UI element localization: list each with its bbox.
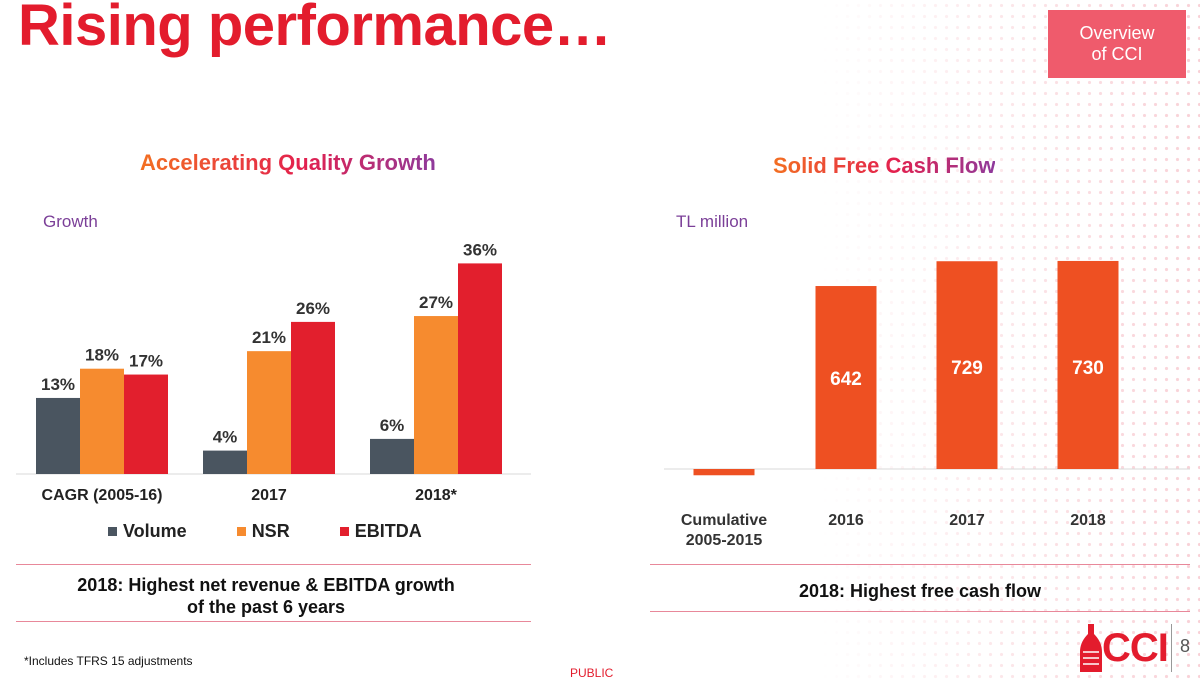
legend-swatch-volume (108, 527, 117, 536)
overview-section-badge[interactable]: Overview of CCI (1048, 10, 1186, 78)
growth-bar-nsr (247, 351, 291, 474)
fcf-category-label: 2016 (828, 512, 864, 529)
growth-bar-label: 6% (380, 416, 405, 435)
right-summary-top-divider (650, 564, 1190, 565)
footnote: *Includes TFRS 15 adjustments (24, 654, 193, 668)
legend-label-nsr: NSR (251, 521, 290, 541)
fcf-chart-title: Solid Free Cash Flow (773, 153, 996, 178)
left-summary-top-divider (16, 564, 531, 565)
fcf-bar (936, 261, 998, 469)
legend-label-volume: Volume (123, 521, 187, 541)
right-summary-bottom-divider (650, 611, 1190, 612)
fcf-summary: 2018: Highest free cash flow (798, 581, 1042, 601)
growth-chart-legend: Volume NSR EBITDA (108, 521, 422, 542)
overview-badge-line-1: Overview (1079, 23, 1155, 43)
growth-bar-nsr (80, 368, 124, 474)
legend-swatch-nsr (236, 527, 246, 536)
legend-label-ebitda: EBITDA (354, 521, 422, 541)
growth-bar-ebitda (458, 263, 502, 474)
growth-category-label: 2017 (251, 487, 287, 504)
legend-item-ebitda: EBITDA (339, 521, 422, 542)
page-number: 8 (1180, 636, 1191, 656)
growth-bar-label: 4% (213, 428, 238, 447)
growth-summary-line-2: of the past 6 years (186, 597, 346, 617)
growth-bar-label: 17% (129, 352, 163, 371)
fcf-bar (815, 286, 877, 469)
fcf-bar (1057, 260, 1119, 469)
growth-bar-label: 26% (296, 299, 330, 318)
fcf-category-label: 2017 (949, 512, 985, 529)
fcf-bar-label: 642 (830, 369, 862, 390)
fcf-category-label: 2005-2015 (686, 532, 763, 549)
growth-bar-label: 36% (463, 240, 497, 259)
bottle-icon (1080, 624, 1102, 672)
growth-bar-volume (203, 450, 247, 474)
growth-category-label: CAGR (2005-16) (42, 487, 163, 504)
growth-summary: 2018: Highest net revenue & EBITDA growt… (16, 574, 516, 618)
logo-text: CCI (1102, 626, 1169, 670)
growth-bar-label: 18% (85, 346, 119, 365)
growth-category-label: 2018* (415, 487, 458, 504)
growth-bar-volume (36, 397, 80, 474)
fcf-bar-label: 730 (1072, 358, 1104, 379)
overview-badge-line-2: of CCI (1091, 44, 1143, 64)
growth-bar-volume (370, 438, 414, 474)
fcf-bar (693, 469, 755, 476)
growth-bar-label: 27% (419, 293, 453, 312)
growth-bar-ebitda (291, 321, 335, 474)
legend-item-volume: Volume (108, 521, 187, 542)
growth-bar-ebitda (124, 374, 168, 474)
dotted-background-pattern (820, 0, 1200, 683)
growth-summary-line-1: 2018: Highest net revenue & EBITDA growt… (77, 575, 455, 595)
growth-bar-label: 21% (252, 328, 286, 347)
left-summary-bottom-divider (16, 621, 531, 622)
fcf-category-label: 2018 (1070, 512, 1106, 529)
fcf-bar-label: 729 (951, 358, 983, 379)
growth-axis-note: Growth (43, 212, 98, 231)
legend-swatch-ebitda (339, 527, 349, 536)
logo-divider (1171, 624, 1172, 672)
growth-bar-nsr (414, 316, 458, 474)
growth-bar-label: 13% (41, 375, 75, 394)
legend-item-nsr: NSR (236, 521, 290, 542)
fcf-bar-label: - (721, 467, 727, 488)
growth-chart-title: Accelerating Quality Growth (140, 150, 436, 175)
page-title: Rising performance… (18, 0, 612, 58)
cci-logo: CCI (1078, 620, 1169, 676)
classification-label: PUBLIC (570, 666, 614, 680)
fcf-category-label: Cumulative (681, 512, 767, 529)
fcf-axis-note: TL million (676, 212, 749, 231)
